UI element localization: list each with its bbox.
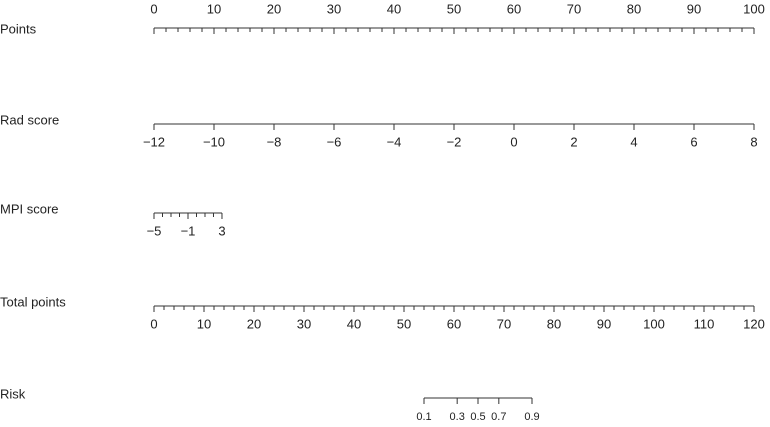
tick-label: 110 [694,316,715,331]
tick-label: 50 [397,316,411,331]
tick-label: 100 [743,1,765,16]
tick-label: 100 [643,316,665,331]
tick-label: −6 [327,134,342,149]
tick-label: 0.7 [491,411,506,423]
axis-label: Points [0,21,37,36]
tick-label: −8 [267,134,282,149]
tick-label: −10 [203,134,225,149]
axis-label: Risk [0,386,26,401]
tick-label: 0.1 [416,411,431,423]
tick-label: 0.3 [450,411,465,423]
tick-label: −2 [447,134,462,149]
axis-label: Total points [0,294,66,309]
axis-label: Rad score [0,112,59,127]
tick-label: 0 [150,316,157,331]
tick-label: 50 [447,1,461,16]
tick-label: −12 [143,134,165,149]
tick-label: 8 [750,134,757,149]
tick-label: 40 [347,316,361,331]
tick-label: 30 [327,1,341,16]
tick-label: 3 [218,223,225,238]
tick-label: 0.5 [470,411,485,423]
tick-label: 4 [630,134,637,149]
tick-label: 20 [247,316,261,331]
tick-label: 120 [743,316,765,331]
tick-label: 20 [267,1,281,16]
axis-label: MPI score [0,201,59,216]
tick-label: 0 [150,1,157,16]
tick-label: −4 [387,134,402,149]
tick-label: 30 [297,316,311,331]
tick-label: 80 [547,316,561,331]
tick-label: −5 [147,223,162,238]
tick-label: 90 [597,316,611,331]
tick-label: 0 [510,134,517,149]
tick-label: 60 [447,316,461,331]
tick-label: 0.9 [524,411,539,423]
tick-label: 90 [687,1,701,16]
tick-label: −1 [181,223,196,238]
tick-label: 60 [507,1,521,16]
tick-label: 6 [690,134,697,149]
tick-label: 70 [567,1,581,16]
tick-label: 10 [197,316,211,331]
tick-label: 40 [387,1,401,16]
tick-label: 10 [207,1,221,16]
tick-label: 2 [570,134,577,149]
tick-label: 70 [497,316,511,331]
tick-label: 80 [627,1,641,16]
